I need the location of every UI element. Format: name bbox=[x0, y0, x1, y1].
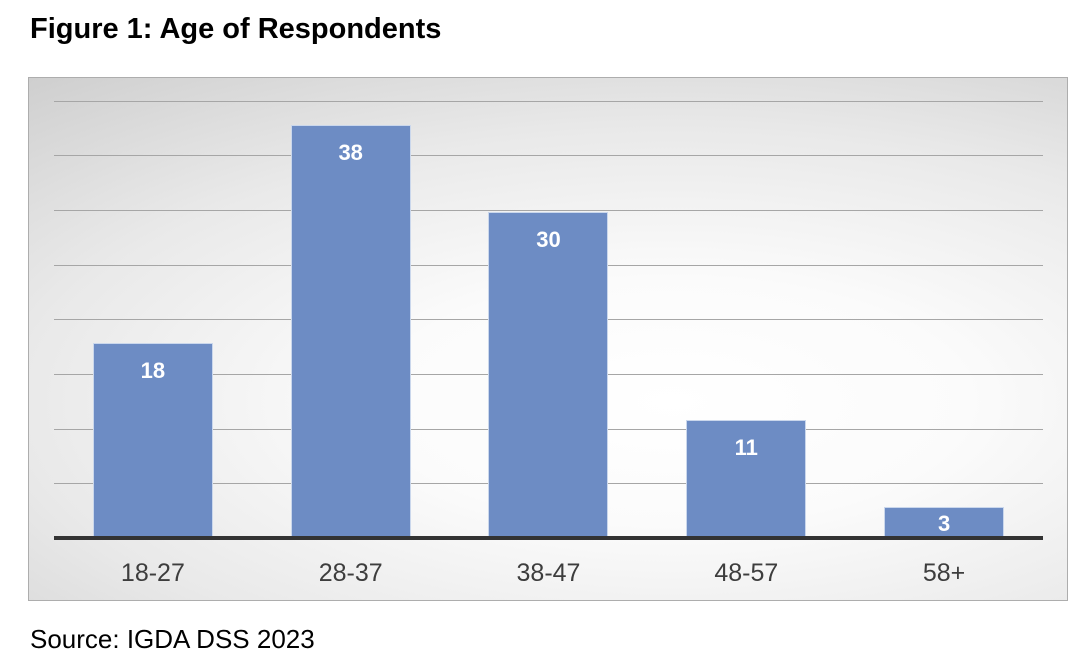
bar-value-label: 3 bbox=[937, 511, 951, 536]
bar-slot: 30 bbox=[450, 212, 648, 540]
x-axis-label: 48-57 bbox=[714, 559, 779, 587]
bar-58+: 3 bbox=[884, 507, 1005, 540]
bar-28-37: 38 bbox=[290, 125, 411, 540]
bar-value-label: 30 bbox=[536, 227, 561, 252]
bar-value-label: 18 bbox=[140, 358, 166, 383]
source-caption: Source: IGDA DSS 2023 bbox=[30, 624, 315, 654]
bar-slot: 18 bbox=[54, 343, 252, 540]
plot-area: 18 38 30 11 3 18-27 28-37 38-47 48-57 58+ bbox=[54, 78, 1043, 600]
x-axis-line bbox=[54, 536, 1043, 540]
x-axis-label: 58+ bbox=[922, 559, 966, 587]
bar-38-47: 30 bbox=[488, 212, 609, 540]
x-axis-label: 38-47 bbox=[516, 559, 581, 587]
bar-48-57: 11 bbox=[686, 420, 807, 540]
gridline-30 bbox=[54, 210, 1043, 211]
gridline-35 bbox=[54, 155, 1043, 156]
gridline-40 bbox=[54, 101, 1043, 102]
x-axis-label: 28-37 bbox=[318, 559, 383, 587]
bar-value-label: 38 bbox=[338, 140, 363, 165]
x-axis-labels: 18-27 28-37 38-47 48-57 58+ bbox=[54, 558, 1043, 588]
bar-18-27: 18 bbox=[92, 343, 213, 540]
x-axis-label: 18-27 bbox=[120, 559, 185, 587]
bar-value-label: 11 bbox=[734, 435, 758, 460]
bar-slot: 38 bbox=[252, 125, 450, 540]
chart-area: 18 38 30 11 3 18-27 28-37 38-47 48-57 58+ bbox=[28, 77, 1068, 601]
figure-title: Figure 1: Age of Respondents bbox=[30, 13, 442, 45]
bars-row: 18 38 30 11 3 bbox=[54, 125, 1043, 540]
bar-slot: 3 bbox=[845, 507, 1043, 540]
bar-slot: 11 bbox=[647, 420, 845, 540]
